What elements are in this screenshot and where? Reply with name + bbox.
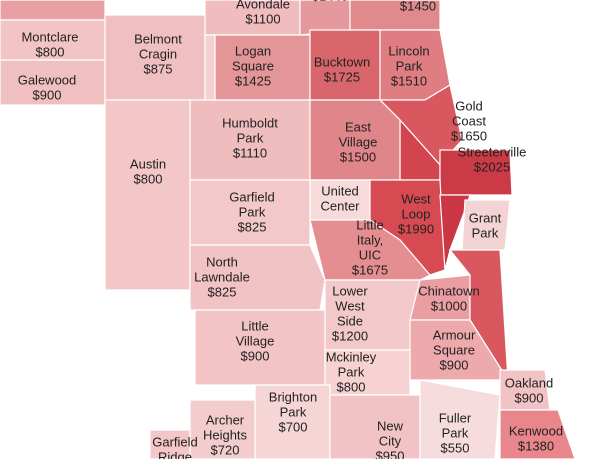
rent-label: $800: [337, 379, 366, 394]
neighborhood-name: Lincoln: [388, 43, 429, 58]
rent-label: $1990: [398, 221, 434, 236]
neighborhood-name: Park: [442, 425, 469, 440]
neighborhood-name: Austin: [130, 156, 166, 171]
neighborhood-name: Park: [338, 364, 365, 379]
region: [461, 199, 511, 251]
neighborhood-name: Armour: [433, 327, 476, 342]
neighborhood-name: Montclare: [21, 29, 78, 44]
neighborhood-name: Park: [239, 204, 266, 219]
rent-label: $950: [376, 448, 405, 459]
neighborhood-name: United: [321, 183, 359, 198]
rent-label: $1650: [451, 128, 487, 143]
neighborhood-name: Center: [320, 198, 360, 213]
region: [499, 409, 576, 459]
region: [149, 429, 191, 459]
neighborhood-name: Archer: [206, 412, 245, 427]
rent-label: $1440: [312, 0, 348, 3]
neighborhood-name: Avondale: [236, 0, 290, 11]
neighborhood-name: City: [379, 433, 402, 448]
neighborhood-name: Heights: [203, 427, 248, 442]
rent-label: $1675: [352, 262, 388, 277]
neighborhood-name: Galewood: [18, 72, 77, 87]
region: [189, 244, 326, 311]
region: [329, 394, 421, 459]
neighborhood-name: Ridge: [158, 449, 192, 459]
rent-label: $700: [279, 419, 308, 434]
neighborhood-name: Garfield: [152, 434, 198, 449]
neighborhood-name: East: [345, 119, 371, 134]
rent-label: $2025: [474, 159, 510, 174]
neighborhood-name: Belmont: [134, 31, 182, 46]
rent-label: $825: [238, 219, 267, 234]
neighborhood-name: Humboldt: [222, 115, 278, 130]
neighborhood-name: Village: [236, 333, 275, 348]
rent-label: $720: [211, 442, 240, 457]
rent-label: $800: [134, 171, 163, 186]
regions: [0, 0, 576, 459]
neighborhood-name: Square: [232, 58, 274, 73]
rent-label: $1500: [340, 149, 376, 164]
neighborhood-name: Lower: [332, 283, 368, 298]
neighborhood-name: West: [401, 191, 431, 206]
neighborhood-name: North: [206, 254, 238, 269]
region: [204, 34, 216, 101]
region: [0, 0, 106, 21]
neighborhood-name: Loop: [402, 206, 431, 221]
neighborhood-name: Coast: [452, 113, 486, 128]
neighborhood-name: Square: [433, 342, 475, 357]
rent-label: $1380: [518, 438, 554, 453]
rent-label: $900: [241, 348, 270, 363]
neighborhood-name: Little: [356, 217, 383, 232]
neighborhood-name: Cragin: [139, 46, 177, 61]
neighborhood-name: Italy,: [357, 232, 384, 247]
neighborhood-name: Village: [339, 134, 378, 149]
region: [309, 99, 401, 181]
rent-label: $1725: [324, 69, 360, 84]
rent-label: $825: [208, 284, 237, 299]
rent-label: $1510: [391, 73, 427, 88]
rent-label: $875: [144, 61, 173, 76]
neighborhood-name: Oakland: [505, 375, 553, 390]
region: [439, 194, 471, 271]
rent-label: $1110: [233, 145, 267, 160]
neighborhood-name: Brighton: [269, 389, 317, 404]
rent-label: $900: [33, 87, 62, 102]
rent-label: $800: [36, 44, 65, 59]
neighborhood-name: Lawndale: [194, 269, 250, 284]
neighborhood-name: Mckinley: [326, 349, 377, 364]
neighborhood-name: Bucktown: [314, 54, 370, 69]
neighborhood-name: New: [377, 418, 404, 433]
rent-label: $900: [515, 390, 544, 405]
neighborhood-name: Park: [280, 404, 307, 419]
neighborhood-name: Fuller: [439, 410, 472, 425]
region: [419, 379, 501, 459]
rent-label: $900: [440, 357, 469, 372]
rent-label: $1100: [245, 11, 280, 26]
neighborhood-name: Chinatown: [418, 283, 479, 298]
neighborhood-name: Park: [396, 58, 423, 73]
rent-label: $1450: [400, 0, 436, 13]
neighborhood-name: Garfield: [229, 189, 275, 204]
rent-label: $1425: [235, 73, 271, 88]
neighborhood-name: Gold: [455, 98, 482, 113]
neighborhood-name: Grant: [469, 210, 502, 225]
region: [104, 99, 191, 291]
neighborhood-name: Park: [472, 225, 499, 240]
neighborhood-name: Streeterville: [458, 144, 527, 159]
neighborhood-name: Little: [241, 318, 268, 333]
neighborhood-name: Kenwood: [509, 423, 563, 438]
rent-label: $550: [441, 440, 470, 455]
labels: $1440$1450Avondale$1100Montclare$800Gale…: [18, 0, 563, 459]
neighborhood-name: West: [335, 298, 365, 313]
rent-label: $1200: [332, 328, 368, 343]
neighborhood-name: UIC: [359, 247, 381, 262]
neighborhood-name: Park: [237, 130, 264, 145]
rent-label: $1000: [431, 298, 467, 313]
neighborhood-name: Side: [337, 313, 363, 328]
neighborhood-name: Logan: [235, 43, 271, 58]
